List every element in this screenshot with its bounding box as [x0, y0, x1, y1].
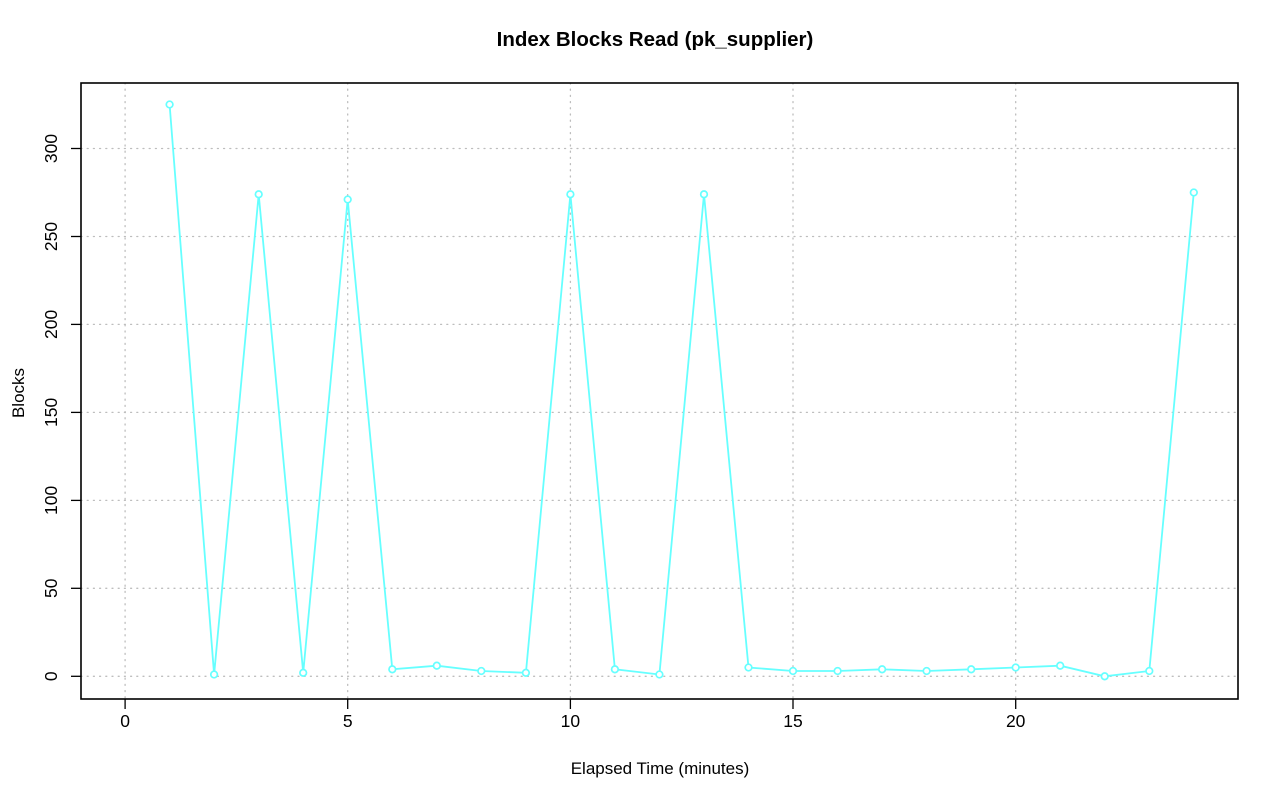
svg-text:10: 10 — [561, 711, 581, 731]
svg-text:0: 0 — [120, 711, 130, 731]
svg-text:Blocks: Blocks — [9, 368, 28, 418]
svg-text:15: 15 — [783, 711, 802, 731]
svg-text:100: 100 — [41, 486, 61, 515]
svg-text:300: 300 — [41, 134, 61, 163]
svg-text:Elapsed Time (minutes): Elapsed Time (minutes) — [571, 759, 750, 778]
svg-text:150: 150 — [41, 398, 61, 427]
svg-text:5: 5 — [343, 711, 353, 731]
svg-text:0: 0 — [41, 671, 61, 681]
svg-text:250: 250 — [41, 222, 61, 251]
svg-text:200: 200 — [41, 310, 61, 339]
svg-text:20: 20 — [1006, 711, 1026, 731]
svg-text:50: 50 — [41, 578, 61, 598]
svg-text:Index Blocks Read (pk_supplier: Index Blocks Read (pk_supplier) — [497, 28, 814, 51]
